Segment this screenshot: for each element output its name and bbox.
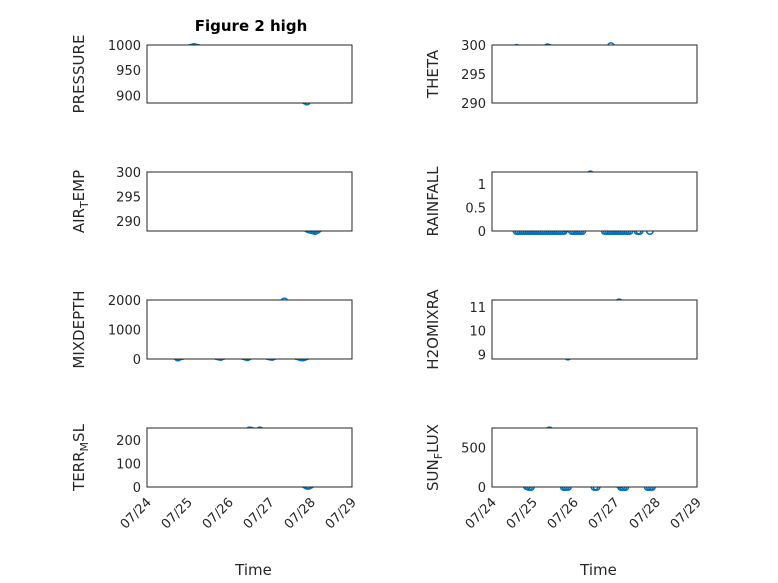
x-tick-label: 07/25 [504,495,541,532]
y-axis-label: THETA [424,49,442,99]
y-tick-label: 1 [478,178,486,193]
x-tick-label: 07/25 [159,495,196,532]
y-axis-label: TERRMSL [70,423,91,492]
y-tick-label: 2000 [108,294,141,309]
y-tick-label: 9 [478,348,486,363]
y-tick-label: 100 [116,457,141,472]
x-axis-label: Time [234,561,272,579]
x-tick-label: 07/29 [668,495,705,532]
y-tick-label: 290 [116,215,141,230]
subplot-rainfall: 0 0.5 1 RAINFALL [424,166,698,240]
y-tick-label: 1000 [108,39,141,54]
y-tick-label: 10 [469,325,486,340]
x-tick-label: 07/24 [463,495,500,532]
axes-frame [146,427,353,488]
y-tick-label: 295 [116,191,141,206]
x-tick-label: 07/26 [545,495,582,532]
y-tick-label: 950 [116,64,141,79]
y-tick-label: 1000 [108,324,141,339]
y-tick-label: 0 [133,353,141,368]
subplot-airtemp: 290 295 300 AIRTEMP [70,166,353,236]
x-tick-label: 07/29 [323,495,360,532]
subplot-mixdepth: 0 1000 2000 MIXDEPTH [70,290,353,369]
x-tick-label: 07/24 [118,495,155,532]
subplot-h2omixra: 9 10 11 H2OMIXRA [424,289,698,370]
axes-frame [491,299,698,360]
y-tick-label: 0 [478,481,486,496]
axes-frame [491,44,698,104]
y-tick-label: 500 [461,442,486,457]
y-tick-label: 300 [116,166,141,181]
y-axis-label: H2OMIXRA [424,289,442,370]
y-tick-label: 300 [461,39,486,54]
y-axis-label: SUNFLUX [424,424,445,491]
axes-frame [491,427,698,488]
y-tick-label: 290 [461,97,486,112]
y-tick-label: 11 [469,301,486,316]
x-tick-label: 07/26 [200,495,237,532]
axes-frame [491,171,698,232]
x-tick-label: 07/28 [282,495,319,532]
y-tick-label: 0.5 [465,201,486,216]
y-axis-label: AIRTEMP [70,170,91,233]
x-tick-label: 07/27 [241,495,278,532]
x-tick-label: 07/28 [627,495,664,532]
subplot-pressure: 900 950 1000 PRESSURE [70,35,353,114]
y-tick-label: 295 [461,68,486,83]
axes-frame [146,299,353,360]
figure-title: Figure 2 high [195,17,308,35]
y-tick-label: 0 [133,481,141,496]
y-tick-label: 200 [116,434,141,449]
subplot-terrmsl: 07/24 07/25 07/26 07/27 07/28 07/29 0 100 200 TER… [70,423,360,579]
y-tick-label: 900 [116,89,141,104]
y-axis-label: MIXDEPTH [70,290,88,368]
axes-frame [146,44,353,104]
subplot-theta: 290 295 300 THETA [424,39,698,112]
subplot-sunflux: 07/24 07/25 07/26 07/27 07/28 07/29 0 500 SUNFLU… [424,424,705,579]
y-tick-label: 0 [478,225,486,240]
x-tick-label: 07/27 [586,495,623,532]
y-axis-label: PRESSURE [70,35,88,114]
x-axis-label: Time [579,561,617,579]
axes-frame [146,171,353,232]
y-axis-label: RAINFALL [424,166,442,237]
